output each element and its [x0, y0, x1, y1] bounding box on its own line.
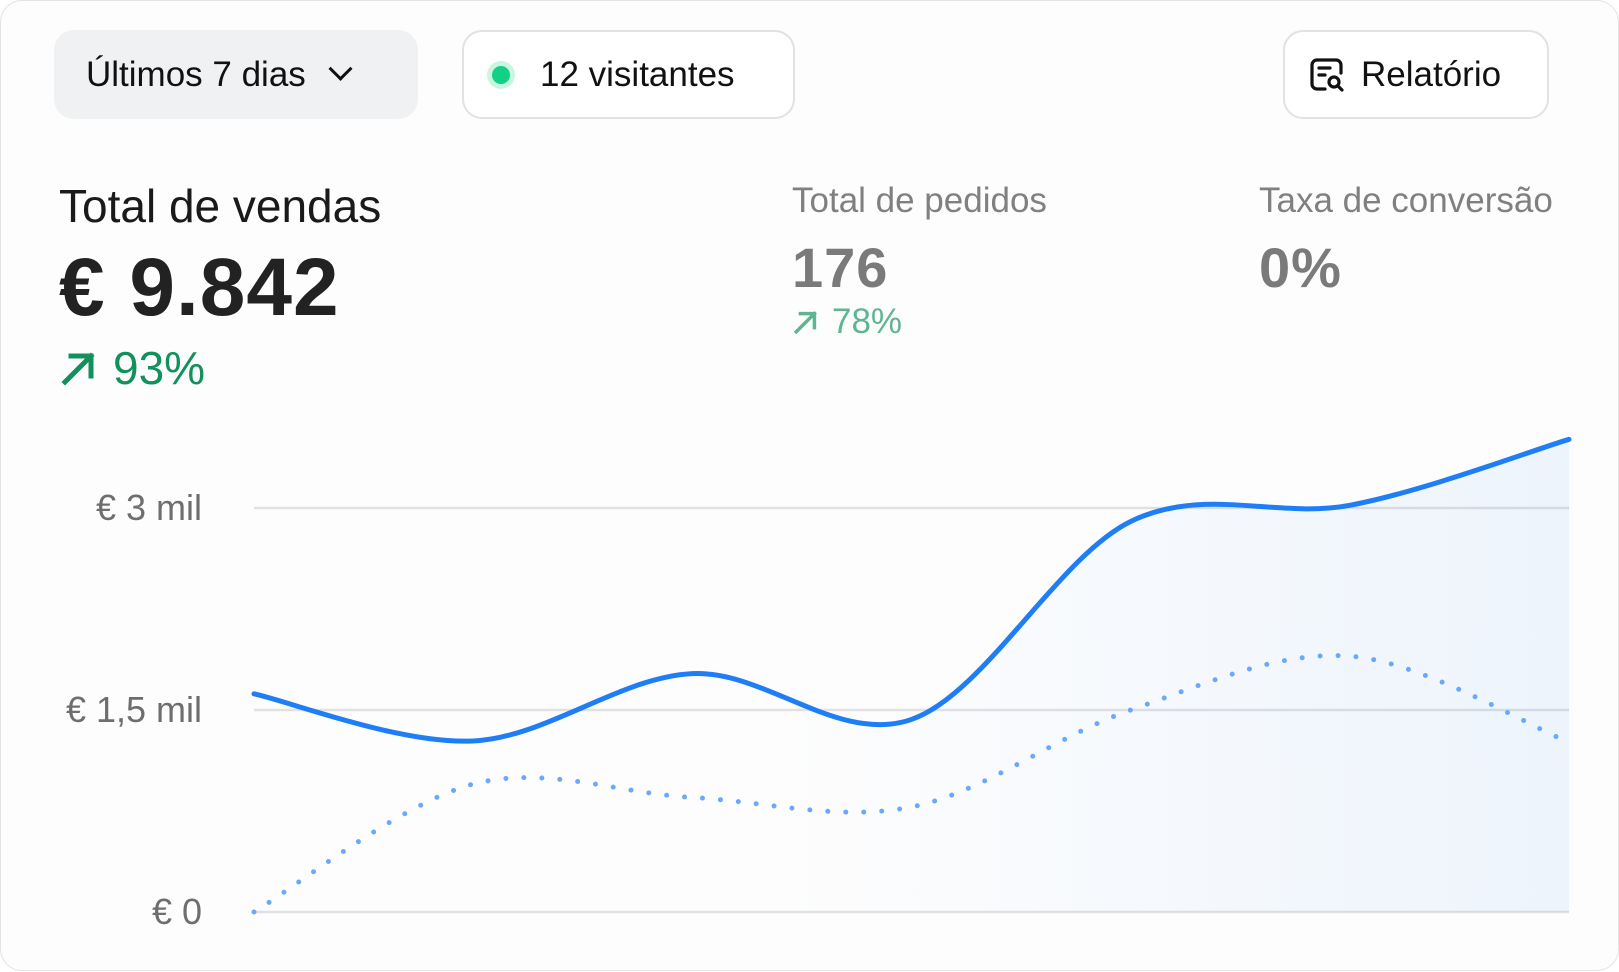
metric-delta: 78%	[792, 302, 1047, 342]
metric-delta-value: 78%	[832, 302, 903, 341]
metric-delta: 93%	[59, 341, 381, 395]
sales-series-line	[251, 436, 1572, 744]
y-tick-label: € 0	[151, 891, 202, 932]
y-tick-label: € 3 mil	[95, 487, 202, 528]
report-label: Relatório	[1361, 54, 1502, 94]
metric-label: Taxa de conversão	[1259, 181, 1553, 220]
series-area	[254, 439, 1569, 912]
live-status-dot-icon	[492, 65, 510, 84]
metric-label: Total de pedidos	[792, 181, 1047, 220]
metric-total-orders[interactable]: Total de pedidos 176 78%	[792, 181, 1047, 342]
metric-total-sales[interactable]: Total de vendas € 9.842 93%	[59, 179, 381, 395]
metric-delta-value: 93%	[113, 342, 206, 394]
metric-value: € 9.842	[59, 242, 340, 333]
metric-value: 0%	[1259, 236, 1342, 299]
metric-value: 176	[792, 236, 889, 299]
arrow-up-right-icon	[61, 352, 95, 386]
date-range-dropdown[interactable]: Últimos 7 dias	[54, 30, 418, 119]
visitors-label: 12 visitantes	[540, 54, 735, 94]
arrow-up-right-icon	[793, 311, 817, 335]
live-visitors-button[interactable]: 12 visitantes	[462, 30, 795, 119]
comparison-series-line	[251, 653, 1572, 915]
y-tick-label: € 1,5 mil	[65, 689, 202, 730]
date-range-label: Últimos 7 dias	[86, 54, 306, 94]
metric-conversion-rate[interactable]: Taxa de conversão 0%	[1259, 181, 1553, 300]
report-button[interactable]: Relatório	[1283, 30, 1549, 119]
metric-label: Total de vendas	[59, 180, 382, 232]
report-search-icon	[1310, 57, 1344, 92]
